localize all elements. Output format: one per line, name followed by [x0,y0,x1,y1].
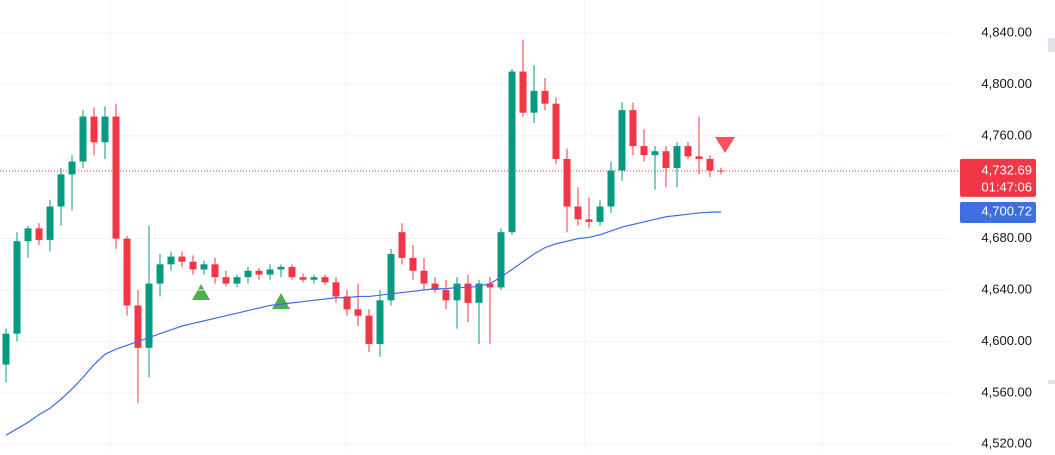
candle-body [607,170,615,207]
candle-body [156,264,164,284]
candle-body [486,283,494,288]
candle-body [79,116,87,162]
candle-body [277,266,285,270]
y-tick-label: 4,840.00 [981,24,1032,39]
candle-body [574,206,582,220]
candle-body [310,277,318,280]
candle-body [68,161,76,175]
candle-body [629,110,637,147]
candle-body [398,232,406,258]
candle-body [24,228,32,242]
candle-body [134,305,142,348]
candle-body [35,228,43,240]
candle-body [442,290,450,301]
candle-body [354,309,362,316]
buy-signal [272,293,290,309]
candle-body [541,90,549,104]
buy-signal [192,284,210,300]
candle-body [299,277,307,280]
ma-price-label: 4,700.72 [981,203,1032,218]
candle-body [123,238,131,306]
candle-body [530,90,538,113]
y-tick-label: 4,560.00 [981,384,1032,399]
candle-body [288,266,296,278]
last-price-tag [960,158,1036,197]
y-tick-label: 4,800.00 [981,76,1032,91]
candle-body [101,116,109,143]
ma-price-tag [960,201,1036,223]
candle-body [684,146,692,157]
candle-body [475,283,483,303]
candle-body [178,256,186,262]
candle-body [332,282,340,297]
candle-body [420,270,428,284]
vertical-grid [109,0,823,450]
candle-body [464,283,472,303]
candle-body [497,232,505,288]
candle-body [266,269,274,275]
countdown-label: 01:47:06 [981,179,1032,194]
candle-body [409,257,417,271]
candle-body [343,296,351,310]
candle-body [673,146,681,168]
candle-body [200,264,208,270]
candle-body [321,277,329,283]
scroll-handle[interactable] [1048,380,1055,384]
candle-body [563,158,571,207]
y-tick-label: 4,640.00 [981,281,1032,296]
candle-body [2,333,10,365]
y-tick-label: 4,680.00 [981,230,1032,245]
candle-body [706,158,714,171]
candle-body [640,146,648,156]
y-tick-label: 4,520.00 [981,436,1032,450]
candle-body [189,261,197,270]
candle-body [431,283,439,291]
candle-body [222,277,230,284]
candle-body [167,256,175,265]
candle-body [717,170,725,172]
candle-body [145,283,153,348]
candle-body [585,219,593,222]
sell-signal [715,137,735,153]
candle-body [57,174,65,207]
candle-body [211,264,219,278]
candle-body [695,156,703,159]
candle-body [255,270,263,275]
candle-body [651,151,659,156]
last-price-label: 4,732.69 [981,162,1032,177]
candle-body [13,241,21,334]
candle-body [519,71,527,113]
candle-body [376,300,384,344]
y-tick-label: 4,760.00 [981,127,1032,142]
candle-body [112,116,120,239]
candle-body [508,71,516,233]
candle-body [662,151,670,168]
moving-average [5,211,722,436]
candle-body [46,206,54,240]
y-tick-label: 4,600.00 [981,333,1032,348]
scroll-handle[interactable] [1048,38,1055,52]
candle-body [596,206,604,222]
candle-body [552,103,560,159]
candle-body [453,283,461,301]
candle-body [365,315,373,344]
candle-body [233,277,241,284]
candle-body [244,270,252,278]
candle-body [618,110,626,171]
candle-body [90,116,98,143]
candle-body [387,254,395,301]
